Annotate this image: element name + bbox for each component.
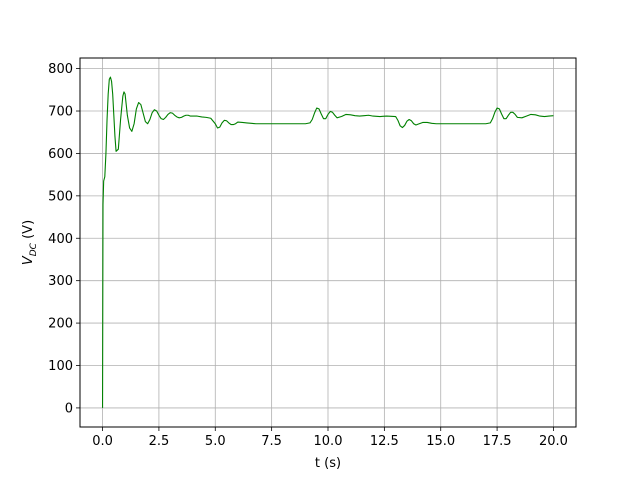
- y-axis-label-sub: DC: [29, 242, 39, 256]
- series-line: [102, 76, 554, 408]
- x-tick-label: 5.0: [205, 434, 226, 449]
- x-tick-label: 15.0: [426, 434, 455, 449]
- grid: [80, 58, 576, 427]
- y-tick-label: 800: [48, 62, 73, 77]
- y-tick-label: 300: [48, 274, 73, 289]
- y-tick-label: 400: [48, 232, 73, 247]
- y-tick-label: 100: [48, 359, 73, 374]
- x-axis-ticks: 0.0 2.5 5.0 7.5 10.0 12.5 15.0 17.5 20.0: [92, 427, 568, 449]
- y-tick-label: 700: [48, 105, 73, 120]
- x-tick-label: 10.0: [314, 434, 343, 449]
- x-tick-label: 0.0: [92, 434, 113, 449]
- y-axis-label-main: V: [21, 255, 36, 265]
- x-tick-label: 7.5: [261, 434, 282, 449]
- y-axis-label-unit: (V): [21, 220, 36, 243]
- y-tick-label: 500: [48, 189, 73, 204]
- y-tick-label: 200: [48, 317, 73, 332]
- x-axis-label: t (s): [315, 456, 341, 471]
- y-tick-label: 0: [65, 401, 73, 416]
- series-layer: [102, 76, 554, 408]
- y-axis-label: VDC (V): [21, 220, 39, 265]
- y-tick-label: 600: [48, 147, 73, 162]
- y-axis-ticks: 0 100 200 300 400 500 600 700 800: [48, 62, 80, 416]
- x-tick-label: 20.0: [539, 434, 568, 449]
- x-tick-label: 2.5: [149, 434, 170, 449]
- x-tick-label: 17.5: [483, 434, 512, 449]
- x-tick-label: 12.5: [370, 434, 399, 449]
